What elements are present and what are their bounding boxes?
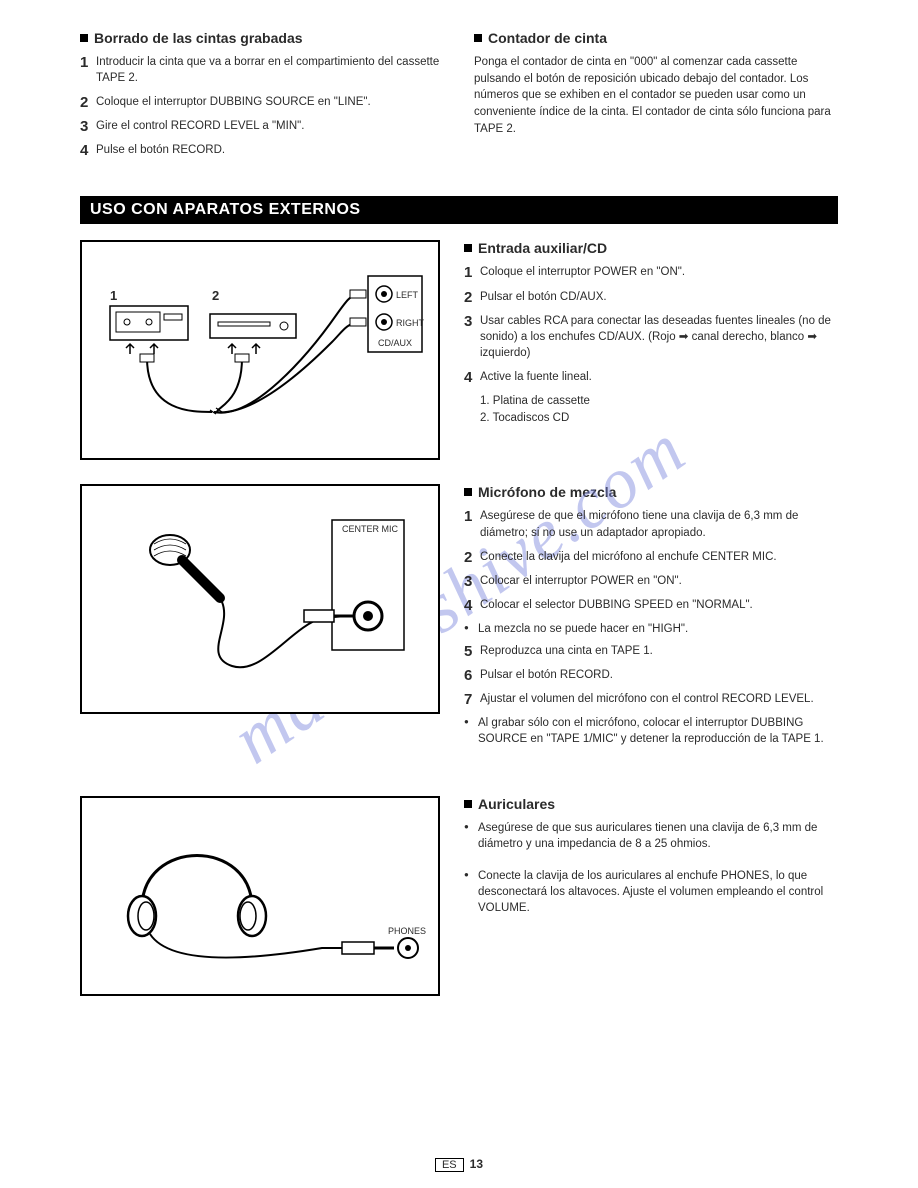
erase-step-3: 3Gire el control RECORD LEVEL a "MIN". [80,118,444,134]
mic-title: Micrófono de mezcla [478,484,616,500]
aux-step-2: 2Pulsar el botón CD/AUX. [464,289,838,305]
aux-svg [82,242,442,462]
aux-sub-2: 2. Tocadiscos CD [464,410,838,427]
mic-svg [82,486,442,716]
page-footer: ES 13 [0,1157,918,1172]
aux-step-3: 3Usar cables RCA para conectar las desea… [464,313,838,361]
erase-step-1: 1Introducir la cinta que va a borrar en … [80,54,444,86]
aux-heading: Entrada auxiliar/CD [464,240,838,256]
erase-section: Borrado de las cintas grabadas 1Introduc… [80,30,444,166]
section-banner: USO CON APARATOS EXTERNOS [80,196,838,224]
erase-heading: Borrado de las cintas grabadas [80,30,444,46]
aux-title: Entrada auxiliar/CD [478,240,607,256]
mic-step-3-text: Colocar el interruptor POWER en "ON". [480,575,682,587]
mic-step-2: 2Conecte la clavija del micrófono al enc… [464,549,838,565]
counter-title: Contador de cinta [488,30,607,46]
aux-step-2-text: Pulsar el botón CD/AUX. [480,291,607,303]
hp-row: PHONES Auriculares Asegúrese de que sus … [80,796,838,996]
mic-step-5: 5Reproduzca una cinta en TAPE 1. [464,643,838,659]
hp-title: Auriculares [478,796,555,812]
mic-bullet-a: La mezcla no se puede hacer en "HIGH". [464,621,838,637]
mic-step-5-text: Reproduzca una cinta en TAPE 1. [480,645,653,657]
aux-step-3-text: Usar cables RCA para conectar las desead… [480,315,831,359]
counter-body: Ponga el contador de cinta en "000" al c… [474,54,838,137]
mic-step-6-text: Pulsar el botón RECORD. [480,669,613,681]
counter-heading: Contador de cinta [474,30,838,46]
mic-step-7: 7Ajustar el volumen del micrófono con el… [464,691,838,707]
hp-bullet-2: Conecte la clavija de los auriculares al… [464,868,838,916]
aux-step-1: 1Coloque el interruptor POWER en "ON". [464,264,838,280]
mic-step-4-text: Colocar el selector DUBBING SPEED en "NO… [480,599,753,611]
hp-diagram: PHONES [80,796,440,996]
page-lang: ES [435,1158,464,1172]
erase-title: Borrado de las cintas grabadas [94,30,303,46]
mic-step-2-text: Conecte la clavija del micrófono al ench… [480,551,777,563]
top-section: Borrado de las cintas grabadas 1Introduc… [80,30,838,166]
aux-text: Entrada auxiliar/CD 1Coloque el interrup… [464,240,838,460]
hp-text: Auriculares Asegúrese de que sus auricul… [464,796,838,996]
aux-step-1-text: Coloque el interruptor POWER en "ON". [480,266,685,278]
counter-section: Contador de cinta Ponga el contador de c… [474,30,838,166]
erase-step-1-text: Introducir la cinta que va a borrar en e… [96,56,439,84]
erase-step-2: 2Coloque el interruptor DUBBING SOURCE e… [80,94,444,110]
aux-step-4: 4Active la fuente lineal. [464,369,838,385]
mic-step-1: 1Asegúrese de que el micrófono tiene una… [464,508,838,540]
mic-row: CENTER MIC Micrófono de mezcla 1Asegúres… [80,484,838,753]
aux-sub-1: 1. Platina de cassette [464,393,838,410]
mic-heading: Micrófono de mezcla [464,484,838,500]
mic-diagram: CENTER MIC [80,484,440,714]
aux-row: 1 [80,240,838,460]
mic-text: Micrófono de mezcla 1Asegúrese de que el… [464,484,838,753]
hp-svg [82,798,442,998]
hp-heading: Auriculares [464,796,838,812]
erase-step-4-text: Pulse el botón RECORD. [96,144,225,156]
mic-step-4: 4Colocar el selector DUBBING SPEED en "N… [464,597,838,613]
hp-bullet-1: Asegúrese de que sus auriculares tienen … [464,820,838,852]
aux-step-4-text: Active la fuente lineal. [480,371,592,383]
hp-d-label: PHONES [388,926,426,936]
mic-step-6: 6Pulsar el botón RECORD. [464,667,838,683]
aux-d-label-2: 2 [212,288,219,303]
aux-diagram: 1 [80,240,440,460]
mic-step-1-text: Asegúrese de que el micrófono tiene una … [480,510,798,538]
erase-step-2-text: Coloque el interruptor DUBBING SOURCE en… [96,96,371,108]
mic-d-label: CENTER MIC [342,524,398,534]
page-number: 13 [470,1157,483,1171]
mic-step-3: 3Colocar el interruptor POWER en "ON". [464,573,838,589]
erase-step-4: 4Pulse el botón RECORD. [80,142,444,158]
aux-d-label-cdaux: CD/AUX [378,338,412,348]
mic-step-7-text: Ajustar el volumen del micrófono con el … [480,693,814,705]
mic-bullet-b: Al grabar sólo con el micrófono, colocar… [464,715,838,747]
erase-step-3-text: Gire el control RECORD LEVEL a "MIN". [96,120,304,132]
aux-d-label-left: LEFT [396,290,418,300]
aux-d-label-right: RIGHT [396,318,424,328]
